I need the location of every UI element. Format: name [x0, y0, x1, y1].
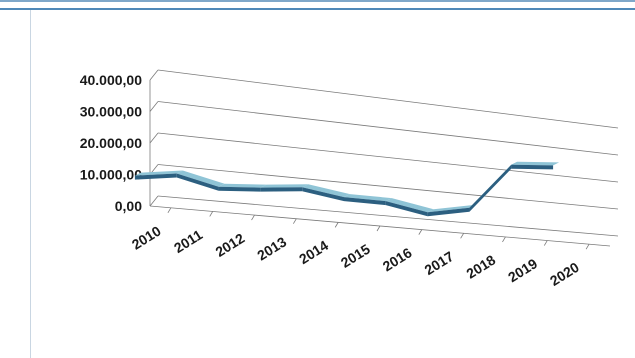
- gridline-side: [149, 132, 159, 144]
- series-segment-face: [260, 187, 303, 192]
- x-tick-label: 2011: [171, 226, 205, 256]
- x-tick-mark: [418, 229, 423, 235]
- series-segment-face: [427, 207, 470, 217]
- window-border-left: [30, 10, 31, 358]
- gridline-side: [149, 101, 159, 112]
- x-tick-label: 2013: [254, 233, 289, 263]
- gridline: [157, 69, 619, 129]
- x-tick-mark: [543, 240, 548, 246]
- x-tick-mark: [460, 233, 464, 239]
- gridline: [157, 132, 619, 183]
- x-tick-mark: [376, 225, 381, 232]
- y-tick-label: 40.000,00: [80, 72, 142, 88]
- x-tick-label: 2020: [547, 259, 582, 289]
- series-segment-face: [302, 187, 344, 202]
- gridline: [157, 101, 619, 156]
- x-tick-label: 2018: [463, 252, 498, 282]
- series-segment-face: [176, 173, 219, 191]
- series-segment-top: [218, 183, 267, 188]
- series-segment-top: [385, 198, 434, 213]
- gridlines: [149, 69, 619, 250]
- x-tick-mark: [209, 211, 214, 217]
- gridline-side: [149, 69, 159, 81]
- series-ribbon: [134, 161, 560, 217]
- gridline: [157, 164, 619, 210]
- series-segment-top: [511, 161, 560, 166]
- series-segment-face: [385, 201, 428, 217]
- y-tick-label: 30.000,00: [80, 104, 142, 120]
- series-segment-face: [134, 173, 177, 180]
- series-segment-face: [344, 197, 386, 206]
- series-segment-top: [302, 184, 350, 198]
- x-tick-label: 2010: [129, 222, 164, 252]
- series-segment-face: [218, 186, 261, 192]
- x-tick-mark: [502, 236, 506, 243]
- y-tick-label: 10.000,00: [80, 167, 142, 183]
- series-segment-face: [469, 164, 512, 212]
- series-segment-top: [344, 194, 392, 202]
- series-segment-top: [176, 170, 225, 187]
- series-segment-top: [427, 204, 476, 213]
- series-segment-top: [134, 170, 183, 176]
- gridline: [157, 195, 619, 237]
- x-tick-label: 2015: [338, 241, 373, 271]
- x-axis-ticks: 2010 2011 2012 2013 2014 2015 2016 2017 2018 2019…: [129, 222, 582, 289]
- x-tick-mark: [293, 218, 297, 224]
- y-tick-label: 20.000,00: [80, 135, 142, 151]
- x-tick-label: 2016: [380, 244, 415, 274]
- x-tick-label: 2014: [296, 237, 331, 267]
- x-tick-mark: [585, 243, 590, 250]
- window-border-accent: [0, 8, 635, 10]
- x-tick-label: 2019: [505, 255, 540, 285]
- y-axis-ticks: 40.000,00 30.000,00 20.000,00 10.000,00 0,00: [80, 72, 143, 214]
- x-tick-mark: [251, 214, 255, 221]
- window-border-top: [0, 0, 635, 2]
- x-tick-label: 2012: [212, 230, 247, 260]
- x-tick-label: 2017: [422, 248, 457, 278]
- x-tick-mark: [334, 222, 339, 228]
- series-segment-top: [260, 184, 309, 188]
- series-segment-face: [511, 164, 554, 170]
- gridline-side: [149, 195, 159, 207]
- y-tick-label: 0,00: [115, 198, 142, 214]
- x-tick-mark: [167, 207, 172, 214]
